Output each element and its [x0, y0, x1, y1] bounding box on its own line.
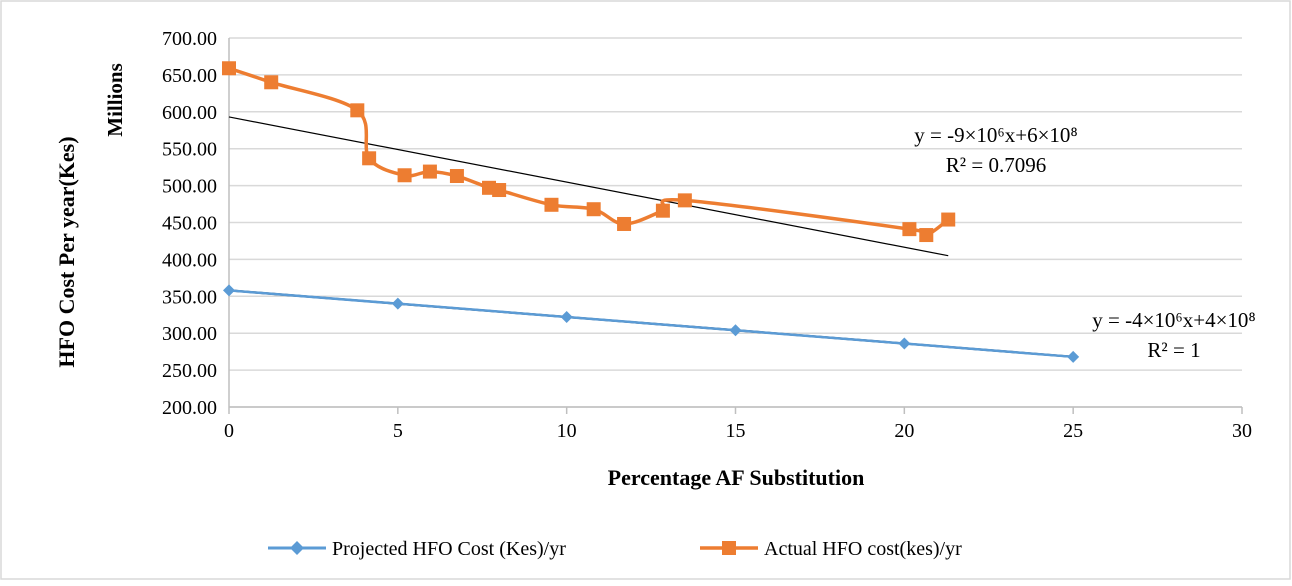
x-axis-title: Percentage AF Substitution	[608, 465, 865, 490]
y-tick-label-8: 600.00	[162, 102, 217, 124]
legend-label-projected: Projected HFO Cost (Kes)/yr	[332, 538, 566, 560]
point-actual-9	[544, 197, 559, 212]
trendline-r2-projected: R² = 1	[1147, 338, 1200, 362]
y-tick-label-1: 250.00	[162, 360, 217, 382]
point-projected-5	[1067, 350, 1080, 363]
legend: Projected HFO Cost (Kes)/yr Actual HFO c…	[268, 538, 962, 560]
axes	[228, 38, 1243, 414]
x-tick-label-4: 20	[894, 420, 914, 442]
x-tick-label-6: 30	[1232, 420, 1252, 442]
trendline-0	[228, 116, 949, 257]
series-line-1	[228, 66, 950, 238]
y-axis-title: HFO Cost Per year(Kes)	[54, 136, 79, 367]
markers-group	[222, 61, 1080, 363]
point-actual-16	[941, 212, 956, 227]
legend-marker-projected	[290, 541, 304, 555]
point-actual-2	[350, 103, 365, 118]
point-projected-4	[898, 337, 911, 350]
y-tick-label-3: 350.00	[162, 286, 217, 308]
point-actual-14	[902, 222, 917, 237]
point-actual-12	[655, 203, 670, 218]
series-group	[228, 66, 1074, 359]
y-tick-label-5: 450.00	[162, 213, 217, 235]
series-line-0	[228, 289, 1074, 359]
y-tick-label-9: 650.00	[162, 65, 217, 87]
point-actual-8	[492, 183, 507, 198]
y-tick-label-4: 400.00	[162, 249, 217, 271]
y-tick-label-7: 550.00	[162, 139, 217, 161]
legend-marker-actual	[722, 541, 736, 555]
point-actual-13	[677, 193, 692, 208]
x-tick-label-0: 0	[224, 420, 234, 442]
y-axis-units-label: Millions	[103, 63, 127, 137]
x-tick-label-2: 10	[557, 420, 577, 442]
y-tick-label-2: 300.00	[162, 323, 217, 345]
x-tick-labels: 0 5 10 15 20 25 30	[224, 420, 1252, 442]
point-actual-4	[397, 168, 412, 183]
point-projected-1	[391, 297, 404, 310]
y-tick-label-10: 700.00	[162, 28, 217, 50]
legend-label-actual: Actual HFO cost(kes)/yr	[764, 538, 962, 560]
x-tick-label-3: 15	[726, 420, 746, 442]
point-projected-3	[729, 324, 742, 337]
y-tick-labels: 200.00 250.00 300.00 350.00 400.00 450.00 500.…	[162, 28, 217, 419]
trendline-equation-projected: y = -4×10⁶x+4×10⁸	[1092, 308, 1256, 332]
point-actual-15	[919, 228, 934, 243]
point-actual-3	[362, 151, 377, 166]
point-projected-0	[223, 284, 235, 297]
y-tick-label-0: 200.00	[162, 397, 217, 419]
x-tick-label-1: 5	[393, 420, 403, 442]
x-tick-label-5: 25	[1063, 420, 1083, 442]
point-actual-10	[586, 202, 601, 217]
point-actual-1	[264, 75, 279, 90]
point-projected-2	[560, 310, 573, 323]
point-actual-5	[422, 164, 437, 179]
point-actual-0	[222, 61, 236, 76]
point-actual-6	[449, 169, 464, 184]
y-tick-label-6: 500.00	[162, 176, 217, 198]
point-actual-11	[617, 216, 632, 231]
trendline-r2-actual: R² = 0.7096	[946, 153, 1046, 177]
trendline-equation-actual: y = -9×10⁶x+6×10⁸	[914, 123, 1078, 147]
